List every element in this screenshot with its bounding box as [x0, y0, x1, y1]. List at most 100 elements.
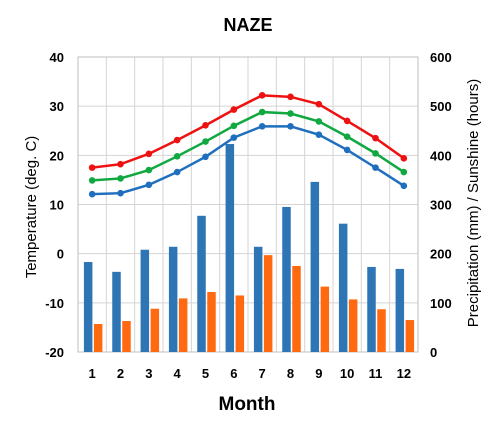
mean-temp-point — [202, 138, 209, 145]
y-tick-left: 0 — [57, 247, 64, 262]
x-tick: 6 — [230, 366, 237, 381]
max-temp-point — [400, 154, 408, 162]
min-temp-point — [343, 146, 351, 154]
min-temp-point — [230, 134, 238, 141]
x-axis-ticks: 1 2 3 4 5 6 7 8 9 10 11 12 — [89, 366, 412, 381]
y-tick-left: 40 — [50, 50, 64, 65]
x-tick: 9 — [315, 366, 322, 381]
y-tick-right: 200 — [430, 247, 452, 262]
y-axis-label-left: Temperature (deg. C) — [23, 136, 40, 279]
min-temp-point — [287, 123, 294, 130]
mean-temp-line — [92, 110, 405, 182]
sunshine-bar — [292, 265, 301, 352]
right-axis-ticks: 0 100 200 300 400 500 600 — [430, 50, 452, 360]
mean-temp-point — [173, 153, 181, 160]
max-temp-point — [287, 93, 294, 101]
y-tick-right: 600 — [430, 50, 452, 65]
precipitation-bar — [338, 223, 348, 352]
precipitation-bar — [225, 144, 235, 352]
precipitation-bar — [253, 246, 263, 352]
bars — [83, 144, 415, 352]
sunshine-bar — [178, 298, 188, 352]
min-temp-point — [173, 168, 181, 176]
mean-temp-point — [258, 108, 266, 116]
min-temp-point — [372, 164, 379, 171]
mean-temp-point — [372, 150, 379, 157]
precipitation-bar — [395, 268, 405, 352]
mean-temp-point — [117, 175, 124, 182]
mean-temp-point — [287, 110, 294, 117]
left-axis-ticks: -20 -10 0 10 20 30 40 — [45, 50, 64, 360]
y-tick-left: 10 — [50, 198, 64, 213]
sunshine-bar — [150, 308, 160, 352]
sunshine-bar — [348, 299, 358, 352]
x-tick: 12 — [397, 366, 411, 381]
min-temp-point — [88, 190, 96, 198]
max-temp-point — [315, 100, 323, 108]
lines — [88, 92, 408, 198]
precipitation-bar — [310, 181, 320, 352]
precipitation-bar — [367, 266, 376, 352]
y-tick-left: -20 — [45, 345, 64, 360]
min-temp-point — [315, 131, 323, 138]
max-temp-point — [230, 106, 238, 113]
grid — [77, 56, 419, 353]
y-axis-label-right: Precipitation (mm) / Sunshine (hours) — [465, 79, 482, 327]
x-tick: 10 — [340, 366, 354, 381]
max-temp-point — [173, 136, 181, 144]
chart-title: NAZE — [224, 15, 273, 35]
x-tick: 11 — [369, 366, 383, 381]
precipitation-bar — [197, 215, 206, 352]
max-temp-point — [202, 122, 209, 129]
precipitation-bar — [83, 262, 93, 352]
min-temp-point — [400, 182, 408, 190]
precipitation-bar — [112, 271, 121, 352]
min-temp-line — [92, 125, 405, 196]
max-temp-line — [92, 94, 405, 169]
sunshine-bar — [377, 309, 386, 352]
max-temp-point — [117, 160, 124, 168]
y-tick-left: 20 — [50, 148, 64, 163]
max-temp-point — [372, 134, 379, 142]
max-temp-point — [145, 150, 153, 158]
sunshine-bar — [93, 323, 103, 352]
y-tick-left: 30 — [50, 99, 64, 114]
min-temp-point — [258, 123, 266, 130]
x-tick: 3 — [145, 366, 152, 381]
x-tick: 4 — [174, 366, 182, 381]
min-temp-point — [202, 153, 209, 161]
sunshine-bar — [207, 292, 216, 352]
mean-temp-point — [88, 177, 96, 184]
mean-temp-point — [343, 133, 351, 140]
y-tick-right: 500 — [430, 99, 452, 114]
min-temp-point — [145, 181, 153, 189]
precipitation-bar — [168, 246, 178, 352]
y-tick-right: 300 — [430, 198, 452, 213]
mean-temp-point — [400, 168, 408, 176]
y-tick-left: -10 — [45, 296, 64, 311]
sunshine-bar — [263, 255, 273, 352]
y-tick-right: 0 — [430, 345, 437, 360]
precipitation-bar — [140, 249, 150, 352]
max-temp-point — [343, 117, 351, 125]
x-tick: 8 — [287, 366, 294, 381]
sunshine-bar — [320, 286, 330, 352]
x-tick: 7 — [259, 366, 266, 381]
x-tick: 1 — [89, 366, 96, 381]
plot-area-border — [77, 56, 419, 353]
sunshine-bar — [235, 295, 245, 352]
mean-temp-point — [315, 118, 323, 125]
sunshine-bar — [122, 321, 131, 352]
max-temp-point — [88, 164, 96, 171]
x-tick: 2 — [117, 366, 124, 381]
y-tick-right: 100 — [430, 296, 452, 311]
y-tick-right: 400 — [430, 148, 452, 163]
precipitation-bar — [282, 206, 291, 352]
min-temp-point — [117, 189, 124, 197]
mean-temp-point — [145, 166, 153, 174]
x-axis-label: Month — [219, 394, 276, 415]
max-temp-point — [258, 92, 266, 99]
x-tick: 5 — [202, 366, 209, 381]
mean-temp-point — [230, 122, 238, 130]
